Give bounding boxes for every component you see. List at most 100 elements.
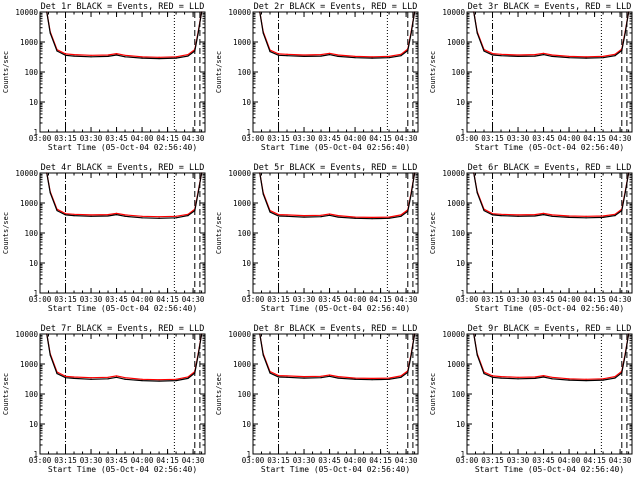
- data-point-lld: [585, 56, 587, 58]
- data-point-events: [621, 49, 623, 52]
- data-point-lld: [534, 376, 536, 378]
- data-point-events: [259, 333, 261, 335]
- y-tick-label: 1: [33, 289, 38, 298]
- series-line-lld: [473, 11, 630, 58]
- x-tick-label: 03:15: [481, 295, 504, 304]
- data-point-lld: [175, 215, 177, 217]
- data-point-lld: [388, 55, 390, 58]
- data-point-events: [194, 209, 196, 212]
- data-point-events: [262, 354, 264, 356]
- plot-frame: [466, 11, 633, 133]
- x-tick-label: 03:30: [293, 295, 316, 304]
- data-point-events: [491, 54, 494, 56]
- y-tick-label: 100: [237, 229, 251, 238]
- data-point-events: [197, 192, 199, 194]
- data-point-events: [320, 216, 322, 218]
- data-point-events: [64, 54, 67, 56]
- x-tick-label: 03:30: [80, 456, 103, 465]
- data-point-events: [354, 378, 356, 380]
- data-point-lld: [354, 216, 356, 218]
- x-tick-label: 03:30: [293, 134, 316, 143]
- data-point-events: [141, 379, 143, 382]
- data-point-lld: [303, 54, 305, 56]
- x-tick-label: 04:30: [182, 456, 205, 465]
- x-tick-label: 03:45: [105, 134, 128, 143]
- y-axis-label: Counts/sec: [2, 212, 10, 254]
- data-point-events: [56, 50, 58, 52]
- data-point-lld: [400, 53, 402, 55]
- data-point-lld: [534, 214, 536, 216]
- data-point-events: [197, 32, 199, 34]
- data-point-lld: [115, 212, 118, 215]
- data-point-lld: [500, 376, 502, 378]
- data-point-lld: [542, 212, 545, 215]
- data-point-lld: [354, 377, 356, 379]
- chart-title: Det 4r BLACK = Events, RED = LLD: [41, 163, 205, 173]
- series-line-lld: [473, 172, 630, 217]
- data-point-lld: [107, 376, 109, 378]
- chart-panel-5: Det 5r BLACK = Events, RED = LLD 1 10 100 10…: [215, 163, 419, 313]
- y-tick-label: 10: [242, 420, 252, 429]
- data-point-events: [90, 215, 92, 217]
- data-point-lld: [124, 214, 126, 216]
- data-point-lld: [534, 54, 536, 56]
- data-point-events: [476, 354, 478, 356]
- data-point-events: [410, 32, 412, 34]
- data-point-events: [388, 378, 390, 380]
- data-point-events: [500, 55, 502, 57]
- series-line-lld: [259, 11, 416, 58]
- data-point-events: [337, 216, 339, 218]
- data-point-events: [124, 56, 126, 58]
- y-tick-label: 100: [237, 68, 251, 77]
- data-point-events: [388, 217, 390, 219]
- y-tick-label: 1: [33, 128, 38, 137]
- series-line-lld: [46, 11, 203, 58]
- y-tick-label: 1000: [20, 360, 39, 369]
- data-point-events: [107, 215, 109, 217]
- series-line-events: [259, 172, 416, 220]
- chart-panel-6: Det 6r BLACK = Events, RED = LLD 1 10 100 10…: [429, 163, 633, 313]
- data-point-events: [354, 57, 356, 59]
- data-point-lld: [90, 377, 92, 379]
- data-point-lld: [568, 55, 570, 58]
- data-point-events: [517, 55, 519, 58]
- x-axis-label: Start Time (05-Oct-04 02:56:40): [475, 304, 624, 313]
- y-tick-label: 10: [29, 259, 39, 268]
- series-line-lld: [46, 172, 203, 218]
- data-point-events: [371, 218, 373, 220]
- x-axis-label: Start Time (05-Oct-04 02:56:40): [48, 304, 197, 313]
- data-point-events: [534, 215, 536, 217]
- data-point-lld: [64, 53, 67, 55]
- x-tick-label: 04:15: [369, 456, 392, 465]
- data-point-events: [286, 55, 288, 57]
- data-point-lld: [64, 213, 67, 215]
- x-tick-label: 04:15: [583, 295, 606, 304]
- data-point-events: [197, 354, 199, 356]
- data-point-lld: [303, 215, 305, 217]
- x-tick-label: 03:45: [318, 456, 341, 465]
- data-point-lld: [158, 216, 160, 218]
- data-point-events: [328, 375, 331, 377]
- data-point-lld: [187, 54, 189, 56]
- data-point-events: [624, 32, 626, 34]
- x-axis-label: Start Time (05-Oct-04 02:56:40): [475, 143, 624, 152]
- data-point-events: [90, 56, 92, 58]
- data-point-events: [476, 192, 478, 194]
- y-axis-label: Counts/sec: [2, 373, 10, 415]
- data-point-lld: [90, 54, 92, 56]
- data-point-events: [413, 172, 416, 174]
- x-tick-label: 04:00: [131, 134, 154, 143]
- y-tick-label: 10000: [228, 330, 251, 339]
- series-line-lld: [259, 333, 416, 380]
- data-point-events: [187, 377, 189, 380]
- data-point-lld: [517, 54, 519, 56]
- data-point-events: [517, 378, 519, 380]
- data-point-events: [107, 378, 109, 380]
- y-tick-label: 10: [456, 420, 466, 429]
- data-point-events: [49, 192, 51, 194]
- data-point-lld: [286, 53, 288, 55]
- x-tick-label: 03:15: [481, 456, 504, 465]
- x-tick-label: 04:00: [558, 456, 581, 465]
- y-tick-label: 1000: [447, 360, 466, 369]
- data-point-events: [473, 11, 475, 13]
